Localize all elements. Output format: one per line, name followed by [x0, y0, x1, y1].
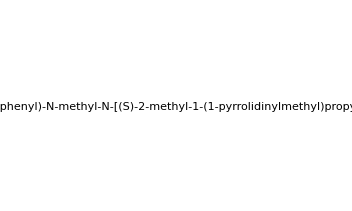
Text: 2-(4-Cyanophenyl)-N-methyl-N-[(S)-2-methyl-1-(1-pyrrolidinylmethyl)propyl]acetam: 2-(4-Cyanophenyl)-N-methyl-N-[(S)-2-meth… [0, 101, 352, 112]
